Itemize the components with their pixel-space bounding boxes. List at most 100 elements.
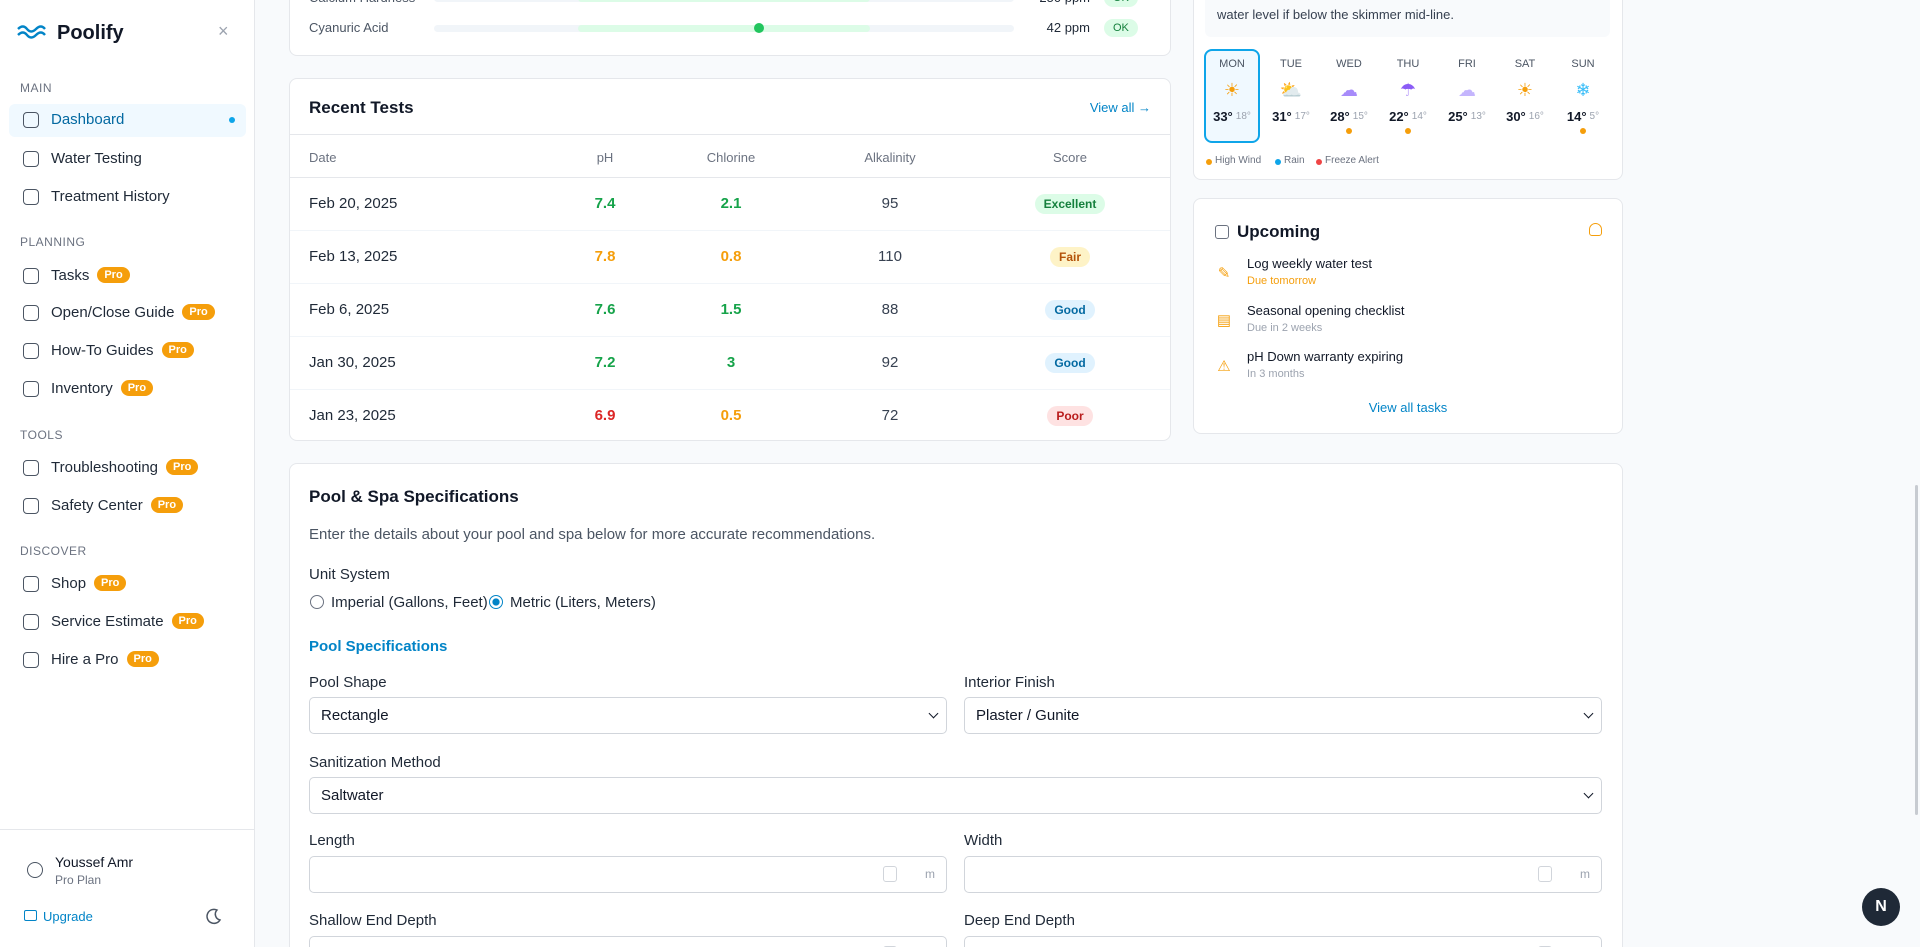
nav-item[interactable]: Troubleshooting [51,459,159,476]
cell-chlorine: 0.5 [720,407,742,424]
chem-dot [754,23,764,33]
nav-item[interactable]: Safety Center [51,497,143,514]
divider [0,829,254,830]
nav-item[interactable]: Dashboard [51,111,125,128]
alert-dot [1580,128,1586,134]
nav-item[interactable]: Tasks [51,267,90,284]
nav-item[interactable]: Water Testing [51,150,142,167]
upgrade-icon [24,910,37,921]
day-name: SAT [1514,58,1536,70]
task-icon: ▤ [1216,312,1232,329]
view-all-tasks[interactable]: View all tasks [1368,400,1448,415]
radio[interactable] [489,595,503,609]
select[interactable] [309,777,1602,814]
upcoming-card [1193,198,1623,434]
nav-item[interactable]: How-To Guides [51,342,154,359]
nav-item[interactable]: Shop [51,575,87,592]
column-header: Chlorine [706,150,756,165]
day-hi: 14° [1566,109,1587,124]
column-header: Date [309,150,337,165]
nav-icon [23,498,39,514]
nav-section-title: DISCOVER [20,544,87,558]
day-icon: ⛅ [1279,80,1303,100]
cell-chlorine: 3 [726,354,736,371]
nav-icon [23,614,39,630]
task-due: In 3 months [1247,368,1305,380]
divider [290,134,1170,135]
chem-name: Cyanuric Acid [309,20,389,35]
field-label: Deep End Depth [964,912,1075,929]
day-lo: 16° [1528,111,1544,122]
field-label: Width [964,832,1003,849]
nav-item[interactable]: Service Estimate [51,613,164,630]
select[interactable] [309,697,947,734]
cell-ph: 7.4 [594,195,616,212]
nav-item[interactable]: Hire a Pro [51,651,119,668]
number-input[interactable] [964,936,1602,947]
chem-range [578,25,870,32]
nav-item[interactable]: Inventory [51,380,113,397]
number-input[interactable] [309,936,947,947]
legend-label: High Wind [1215,155,1262,166]
upgrade-link[interactable]: Upgrade [43,909,93,924]
spinner [883,866,897,882]
day-lo: 18° [1235,111,1251,122]
score-badge: Good [1045,300,1095,320]
field-label: Pool Shape [309,674,387,691]
cell-chlorine: 2.1 [720,195,742,212]
radio-label[interactable]: Imperial (Gallons, Feet) [331,594,488,611]
view-all[interactable]: View all → [1089,100,1151,115]
nav-item[interactable]: Open/Close Guide [51,304,175,321]
chem-value: 42 ppm [1046,20,1090,35]
number-input[interactable] [964,856,1602,893]
radio[interactable] [310,595,324,609]
selected-day[interactable] [1204,49,1260,143]
day-hi: 22° [1389,109,1409,124]
task-title[interactable]: Seasonal opening checklist [1247,303,1405,318]
divider [290,177,1170,178]
cell-date: Feb 6, 2025 [309,301,390,318]
fab[interactable]: N [1862,888,1900,926]
theme-toggle[interactable] [204,907,222,925]
weather-note-box [1205,0,1610,37]
day-hi: 25° [1448,109,1468,124]
cell-alkalinity: 95 [881,195,899,212]
unit: m [1580,867,1590,881]
task-title[interactable]: Log weekly water test [1247,256,1373,271]
card-title: Upcoming [1237,222,1321,241]
user-name: Youssef Amr [55,854,134,870]
day-icon: ☁ [1458,80,1476,100]
nav-icon [23,112,39,128]
select-value: Plaster / Gunite [976,707,1080,724]
recent-tests-card [289,78,1171,441]
user-plan: Pro Plan [55,873,102,887]
day-name: MON [1219,58,1245,70]
nav-icon [23,268,39,284]
nav-section-title: MAIN [20,81,52,95]
day-icon: ☀ [1223,80,1241,100]
legend-dot [1206,159,1212,165]
score-badge: Fair [1049,247,1090,267]
chem-value: 250 ppm [1020,0,1090,5]
pro-badge: Pro [97,267,130,283]
task-title[interactable]: pH Down warranty expiring [1247,349,1404,364]
row-divider [290,283,1170,284]
close-sidebar[interactable]: × [218,21,229,41]
radio-label[interactable]: Metric (Liters, Meters) [510,594,656,611]
number-input[interactable] [309,856,947,893]
weather-note: water level if below the skimmer mid-lin… [1217,7,1454,22]
legend-dot [1275,159,1281,165]
select-value: Saltwater [321,787,384,804]
nav-icon [23,652,39,668]
nav-active-dot [229,117,235,123]
nav-item[interactable]: Treatment History [51,188,170,205]
subsection-title: Pool Specifications [309,638,448,655]
pro-badge: Pro [120,380,154,396]
select[interactable] [964,697,1602,734]
day-hi: 31° [1272,109,1292,124]
row-divider [290,230,1170,231]
card-icon [1215,225,1229,239]
column-header: Alkalinity [864,150,916,165]
alert-dot [1405,128,1411,134]
